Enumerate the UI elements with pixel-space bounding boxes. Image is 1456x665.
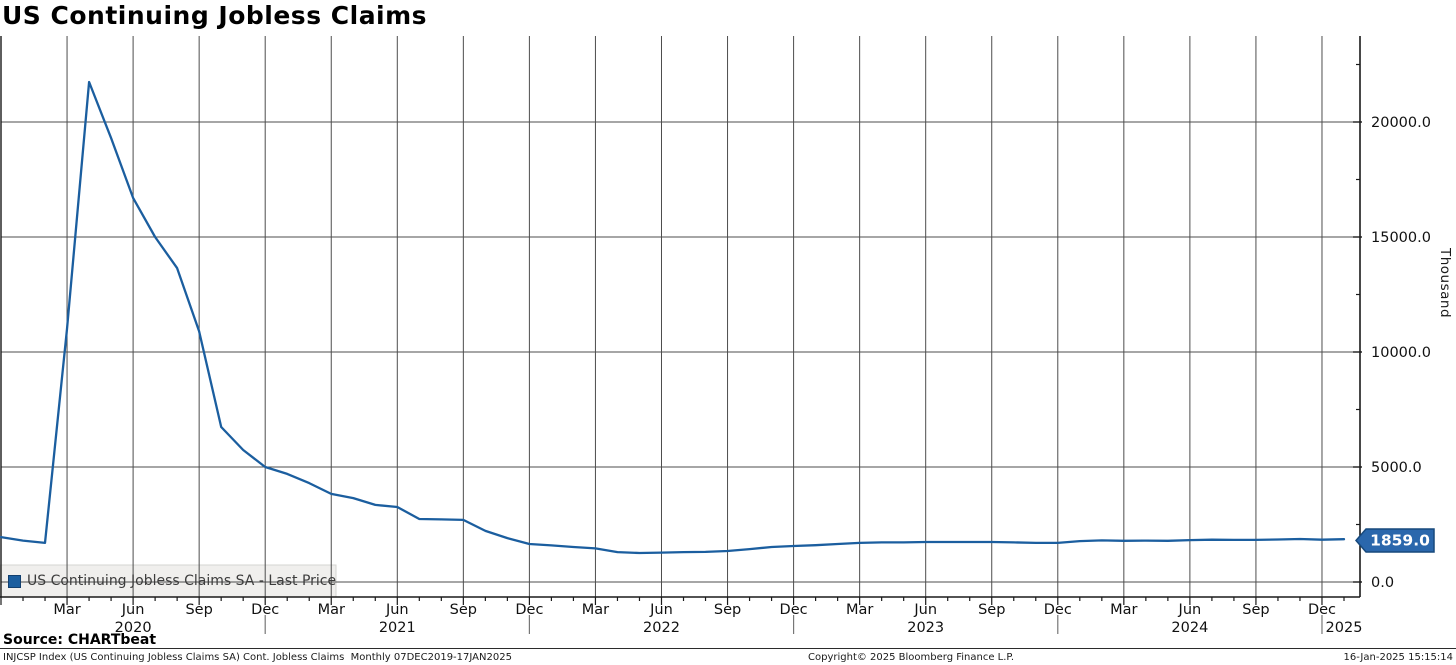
- legend-background: [0, 564, 337, 598]
- svg-text:Sep: Sep: [978, 602, 1005, 618]
- svg-text:Jun: Jun: [385, 602, 409, 618]
- svg-text:Dec: Dec: [1044, 602, 1072, 618]
- y-axis-unit-label: Thousand: [1437, 248, 1453, 319]
- legend-series-label: US Continuing Jobless Claims SA - Last P…: [27, 573, 337, 589]
- svg-text:Jun: Jun: [649, 602, 673, 618]
- last-price-badge-value: 1859.0: [1370, 532, 1430, 550]
- svg-text:Sep: Sep: [714, 602, 741, 618]
- svg-text:2025: 2025: [1326, 620, 1363, 636]
- svg-text:Mar: Mar: [582, 602, 609, 618]
- footer-timestamp: 16-Jan-2025 15:15:14: [1343, 652, 1453, 663]
- svg-text:2024: 2024: [1171, 620, 1208, 636]
- svg-text:Dec: Dec: [780, 602, 808, 618]
- svg-text:Sep: Sep: [185, 602, 212, 618]
- svg-text:Jun: Jun: [1178, 602, 1202, 618]
- svg-text:2023: 2023: [907, 620, 944, 636]
- svg-text:Mar: Mar: [846, 602, 873, 618]
- svg-text:Mar: Mar: [318, 602, 345, 618]
- svg-text:2022: 2022: [643, 620, 680, 636]
- svg-text:2020: 2020: [115, 620, 152, 636]
- last-price-badge-shape: [1355, 528, 1435, 553]
- chart-title: US Continuing Jobless Claims: [2, 1, 428, 30]
- footer-security-info: INJCSP Index (US Continuing Jobless Clai…: [3, 652, 512, 663]
- footer-divider: [0, 648, 1456, 649]
- svg-text:Sep: Sep: [1242, 602, 1269, 618]
- axis-tick-labels: Mar Jun Sep Dec Mar Jun Sep Dec Mar Jun Sep Dec Mar J…: [53, 115, 1431, 636]
- last-price-badge: 1859.0: [1355, 528, 1435, 553]
- svg-text:Jun: Jun: [913, 602, 937, 618]
- svg-text:10000.0: 10000.0: [1371, 345, 1431, 361]
- svg-text:Jun: Jun: [121, 602, 145, 618]
- svg-text:Sep: Sep: [450, 602, 477, 618]
- footer-source: Source: CHARTbeat: [3, 632, 157, 648]
- svg-text:Mar: Mar: [53, 602, 80, 618]
- svg-text:5000.0: 5000.0: [1371, 460, 1422, 476]
- footer-copyright: Copyright© 2025 Bloomberg Finance L.P.: [808, 652, 1015, 663]
- svg-text:2021: 2021: [379, 620, 416, 636]
- svg-text:Dec: Dec: [1308, 602, 1336, 618]
- gridlines: [1, 36, 1360, 597]
- svg-text:Mar: Mar: [1110, 602, 1137, 618]
- svg-text:Dec: Dec: [515, 602, 543, 618]
- svg-text:20000.0: 20000.0: [1371, 115, 1431, 131]
- svg-text:Dec: Dec: [251, 602, 279, 618]
- legend-series-marker-icon: [8, 574, 21, 588]
- svg-text:0.0: 0.0: [1371, 575, 1394, 591]
- svg-text:15000.0: 15000.0: [1371, 230, 1431, 246]
- axes-and-ticks: [0, 36, 1362, 634]
- legend: US Continuing Jobless Claims SA - Last P…: [8, 573, 336, 589]
- jobless-claims-line-series: [0, 80, 1346, 555]
